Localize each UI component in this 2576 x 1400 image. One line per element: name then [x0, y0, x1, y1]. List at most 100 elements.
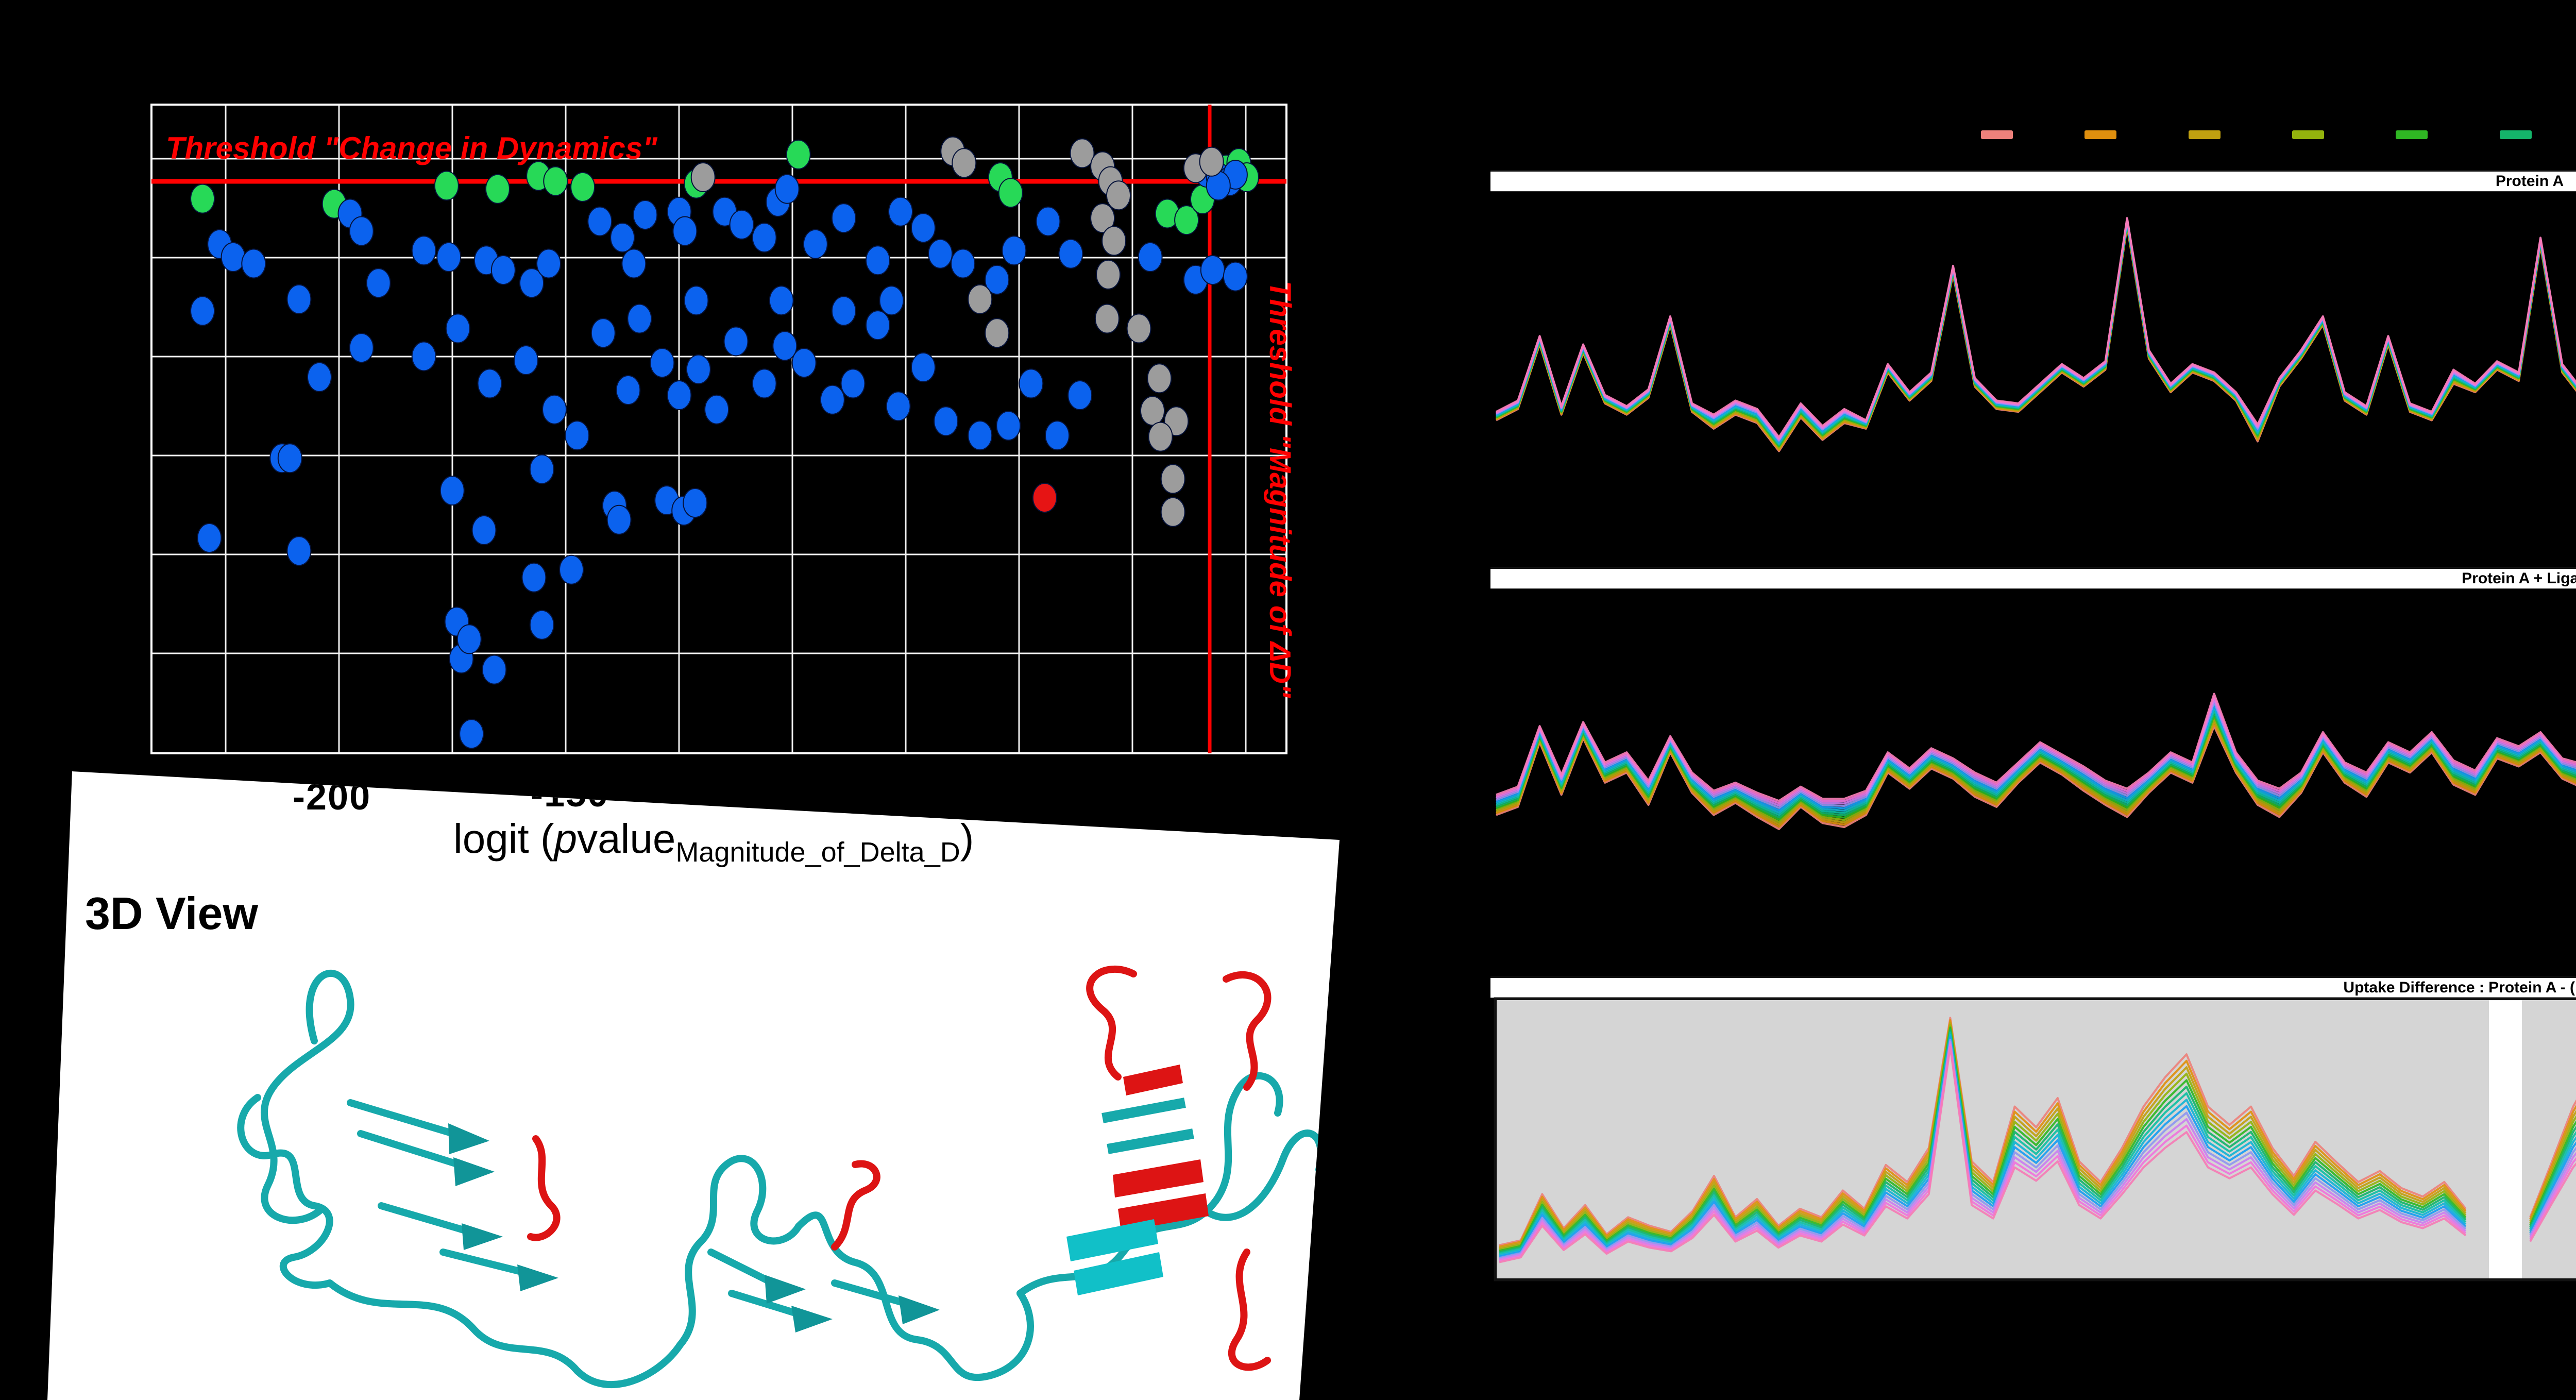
volcano-point-not-significant [650, 348, 675, 378]
volcano-point-not-significant [769, 285, 794, 316]
volcano-point-not-significant [529, 454, 554, 484]
volcano-point-not-significant [471, 515, 497, 545]
volcano-point-not-significant [996, 411, 1021, 441]
volcano-point-not-significant [606, 504, 632, 535]
uptake-series-4 [1499, 1024, 2576, 1251]
volcano-point-not-significant [934, 406, 959, 436]
volcano-point-not-significant [672, 216, 698, 246]
uptake-series-6 [1496, 712, 2576, 819]
volcano-point-not-significant [951, 248, 976, 279]
volcano-point-not-significant [587, 206, 613, 237]
volcano-point-not-significant [627, 303, 652, 334]
protein-ribbon [237, 965, 1325, 1388]
volcano-point-not-significant [928, 239, 953, 269]
chart-title-protein-a: Protein A [2495, 173, 2564, 190]
uptake-series-4 [1496, 717, 2576, 823]
uptake-series-3 [1499, 1021, 2576, 1250]
volcano-point-not-significant [820, 384, 845, 415]
volcano-point-change-in-dynamics [485, 174, 510, 204]
axis-title-suffix: ) [960, 816, 974, 862]
uptake-series-13 [1496, 217, 2576, 438]
volcano-point-not-significant [565, 420, 590, 451]
volcano-point-not-significant [684, 285, 709, 316]
volcano-point-not-significant [911, 213, 936, 243]
volcano-point-not-significant [590, 318, 616, 348]
axis-title-subscript: Magnitude_of_Delta_D [675, 837, 960, 868]
volcano-point-not-significant [1045, 420, 1070, 451]
volcano-point-below-magnitude-threshold [1199, 146, 1224, 177]
volcano-point-below-magnitude-threshold [1106, 180, 1131, 211]
volcano-point-not-significant [286, 536, 312, 566]
volcano-point-not-significant [1067, 380, 1093, 410]
volcano-point-not-significant [1223, 261, 1248, 292]
volcano-point-below-magnitude-threshold [968, 284, 993, 314]
timepoint-swatch-4 [2292, 130, 2324, 139]
volcano-gridlines [151, 105, 1286, 753]
volcano-point-not-significant [1002, 235, 1027, 266]
volcano-point-not-significant [514, 345, 538, 375]
timepoint-swatch-1 [1981, 130, 2013, 139]
volcano-point-not-significant [349, 333, 374, 363]
volcano-point-highlighted [1032, 483, 1057, 513]
volcano-point-not-significant [197, 523, 222, 553]
volcano-point-not-significant [888, 196, 913, 227]
volcano-frame [150, 104, 1287, 754]
uptake-series-9 [1496, 703, 2576, 812]
volcano-point-not-significant [190, 296, 215, 326]
volcano-point-not-significant [542, 394, 567, 425]
volcano-point-change-in-dynamics [434, 171, 459, 201]
volcano-point-not-significant [286, 284, 312, 314]
volcano-point-below-magnitude-threshold [1140, 396, 1165, 426]
uptake-series-7 [1499, 1031, 2576, 1255]
volcano-point-not-significant [366, 268, 391, 298]
uptake-series-5 [1499, 1026, 2576, 1252]
volcano-point-not-significant [411, 341, 436, 372]
uptake-series-11 [1499, 1041, 2576, 1261]
volcano-point-below-magnitude-threshold [690, 162, 716, 192]
volcano-point-not-significant [277, 443, 302, 474]
volcano-point-not-significant [879, 285, 904, 316]
volcano-point-not-significant [621, 248, 647, 279]
uptake-series-10 [1496, 701, 2576, 809]
uptake-series-2 [1496, 722, 2576, 828]
volcano-point-change-in-dynamics [1174, 205, 1199, 235]
volcano-point-change-in-dynamics [998, 178, 1023, 208]
volcano-point-not-significant [729, 209, 754, 240]
axis-title-value: value [577, 816, 676, 862]
volcano-point-not-significant [886, 391, 911, 421]
volcano-point-not-significant [307, 362, 332, 392]
volcano-point-not-significant [536, 248, 561, 279]
uptake-series-8 [1499, 1034, 2576, 1256]
volcano-point-below-magnitude-threshold [1126, 313, 1151, 344]
timepoint-swatch-3 [2188, 130, 2221, 139]
volcano-point-not-significant [752, 368, 777, 399]
timepoint-legend [1981, 130, 2576, 139]
uptake-charts [1494, 217, 2576, 1281]
volcano-point-change-in-dynamics [543, 166, 568, 196]
volcano-point-not-significant [683, 488, 708, 518]
chart-title-band-uptake-difference: Uptake Difference : Protein A - (Protein… [1490, 976, 2576, 998]
volcano-point-not-significant [686, 354, 711, 384]
volcano-point-not-significant [241, 248, 266, 279]
volcano-point-not-significant [559, 554, 584, 585]
volcano-point-not-significant [519, 268, 544, 298]
uptake-series-13 [1499, 1045, 2576, 1263]
volcano-point-not-significant [831, 203, 856, 233]
difference-chart-frame [1494, 997, 2576, 1281]
volcano-point-not-significant [752, 223, 777, 253]
volcano-point-not-significant [616, 375, 641, 405]
axis-title-p: p [554, 816, 578, 862]
volcano-point-not-significant [521, 562, 547, 593]
volcano-point-not-significant [723, 326, 749, 357]
volcano-point-not-significant [791, 348, 817, 378]
volcano-point-below-magnitude-threshold [1160, 497, 1185, 527]
timepoint-swatch-2 [2084, 130, 2117, 139]
timepoint-swatch-5 [2396, 130, 2428, 139]
uptake-series-1 [1496, 725, 2576, 830]
volcano-point-not-significant [840, 368, 866, 399]
volcano-point-below-magnitude-threshold [1070, 138, 1095, 168]
volcano-point-not-significant [1138, 242, 1163, 272]
volcano-point-not-significant [490, 255, 516, 285]
